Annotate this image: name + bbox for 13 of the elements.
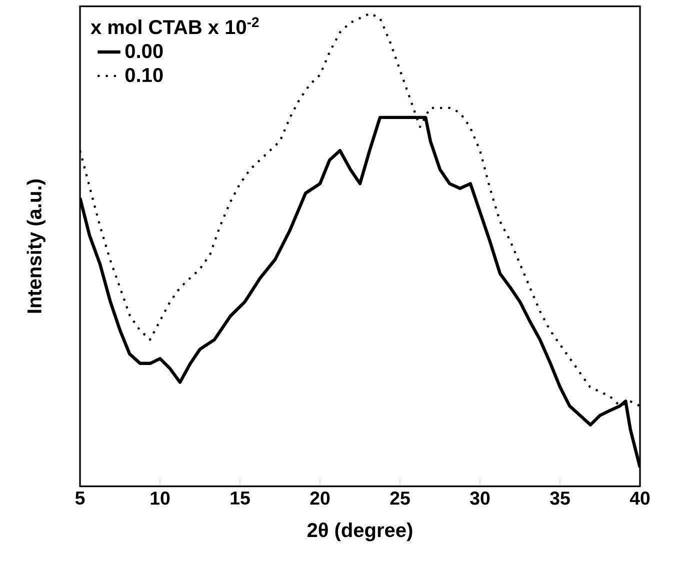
x-tick-label: 25 (390, 492, 410, 505)
x-tick-label: 10 (150, 492, 170, 505)
x-tick-label: 35 (550, 492, 570, 505)
legend-title: x mol CTAB x 10$^{-2}$ (90, 17, 259, 34)
legend-label: 0.10 (125, 68, 163, 82)
legend-label: 0.00 (125, 44, 163, 58)
x-tick-label: 30 (470, 492, 490, 505)
x-tick-label: 5 (75, 492, 85, 505)
x-tick-label: 20 (310, 492, 330, 505)
y-axis-title: Intensity (a.u.) (26, 180, 46, 313)
x-axis-title: 2θ (degree) (307, 522, 412, 542)
x-tick-label: 15 (230, 492, 250, 505)
x-tick-label: 40 (630, 492, 650, 505)
